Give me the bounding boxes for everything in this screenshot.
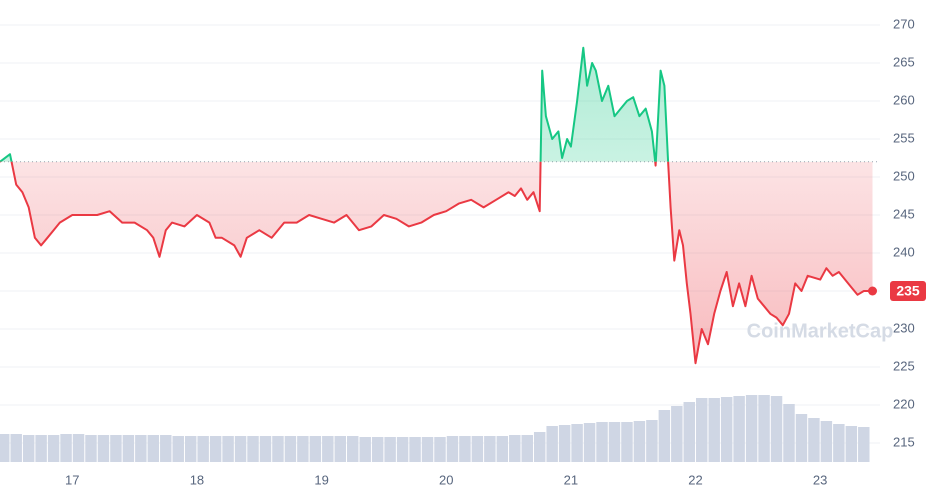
price-tag-label: 235 [896,283,920,299]
volume-bar [471,436,484,462]
volume-bar [297,436,309,462]
volume-bar [808,418,820,462]
volume-bar [85,435,97,462]
volume-bar [384,437,396,462]
volume-bar [97,435,110,462]
line-above [0,46,670,162]
y-tick-label: 250 [893,168,915,183]
volume-bar [720,397,733,462]
volume-bar [135,435,147,462]
y-tick-label: 230 [893,320,915,335]
volume-bar [621,422,633,462]
volume-bar [845,426,858,462]
x-tick-label: 21 [564,472,578,487]
volume-bar [197,436,209,462]
volume-bar [795,414,808,462]
volume-bar [459,436,471,462]
volume-bar [110,435,122,462]
volume-bar [222,436,234,462]
y-tick-label: 225 [893,358,915,373]
volume-bar [770,396,783,462]
volume-bar [858,427,870,462]
volume-bar [533,432,546,462]
volume-bar [745,395,758,462]
volume-bar [783,404,795,462]
volume-bar [122,435,135,462]
volume-bar [646,420,658,462]
y-tick-label: 240 [893,244,915,259]
volume-bar [758,395,770,462]
volume-bar [571,424,583,462]
volume-bar [396,437,409,462]
volume-bar [509,435,521,462]
volume-bar [833,424,845,462]
volume-bar [247,436,259,462]
watermark: CoinMarketCap [747,320,894,342]
volume-bar [309,436,322,462]
volume-bar [47,435,60,462]
volume-bar [421,437,434,462]
volume-bar [446,436,459,462]
volume-bar [10,434,22,462]
volume-bar [696,398,708,462]
volume [0,395,870,462]
volume-bar [409,437,421,462]
last-point [868,286,878,296]
volume-bar [334,436,347,462]
volume-bar [209,436,222,462]
volume-bar [22,435,35,462]
volume-bar [671,406,683,462]
volume-bar [284,436,297,462]
volume-bar [820,421,833,462]
volume-bar [708,398,720,462]
y-tick-label: 215 [893,434,915,449]
volume-bar [683,402,696,462]
volume-bar [160,435,172,462]
price-tag [890,281,926,301]
volume-bar [72,434,85,462]
volume-bar [184,436,197,462]
volume-bar [546,426,558,462]
volume-bar [521,435,533,462]
area-below [11,161,873,364]
x-tick-label: 17 [65,472,79,487]
volume-bar [234,436,247,462]
volume-bar [359,437,371,462]
y-tick-label: 260 [893,92,915,107]
x-tick-label: 20 [439,472,453,487]
volume-bar [434,437,446,462]
x-tick-label: 18 [190,472,204,487]
x-tick-label: 19 [314,472,328,487]
volume-bar [496,436,509,462]
y-tick-label: 270 [893,16,915,31]
volume-bar [608,422,621,462]
volume-bar [484,436,496,462]
volume-bar [558,425,571,462]
volume-bar [658,410,671,462]
x-tick-label: 23 [813,472,827,487]
y-tick-label: 245 [893,206,915,221]
volume-bar [596,422,608,462]
y-tick-label: 220 [893,396,915,411]
volume-bar [347,436,359,462]
volume-bar [371,437,384,462]
plot [0,46,878,365]
volume-bar [147,435,160,462]
volume-bar [633,421,646,462]
line-below [0,161,873,365]
labels: 215 220 225 230 235 240 245 250 255 260 265 270 17 18… [65,16,926,487]
volume-bar [272,436,284,462]
volume-bar [60,434,72,462]
volume-bar [172,436,184,462]
y-tick-label: 265 [893,54,915,69]
y-tick-label: 255 [893,130,915,145]
volume-bar [322,436,334,462]
volume-bar [35,435,47,462]
volume-bar [259,436,272,462]
volume-bar [0,434,10,462]
volume-bar [583,423,596,462]
x-tick-label: 22 [688,472,702,487]
volume-bar [733,396,745,462]
